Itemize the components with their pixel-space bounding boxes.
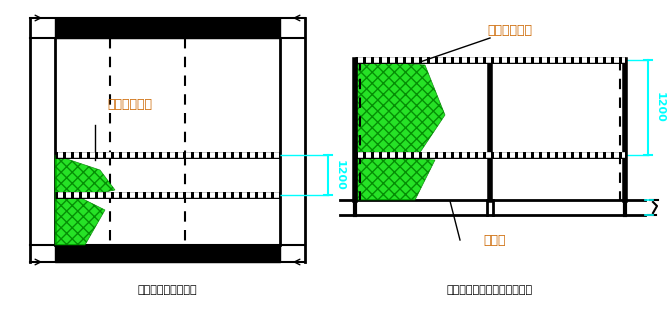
Text: 楼板洞: 楼板洞 xyxy=(484,233,506,246)
Text: 1200: 1200 xyxy=(655,92,665,123)
Text: 四周围竹篹笼: 四周围竹篹笼 xyxy=(488,23,533,37)
Polygon shape xyxy=(355,155,435,200)
Text: 张密目安全网: 张密目安全网 xyxy=(108,99,153,111)
Polygon shape xyxy=(355,60,445,160)
Text: 大洞口及楼层周边防护立面图: 大洞口及楼层周边防护立面图 xyxy=(447,285,533,295)
Text: 1200: 1200 xyxy=(335,160,345,190)
Polygon shape xyxy=(55,195,105,245)
Text: 楼层周边防护立面图: 楼层周边防护立面图 xyxy=(138,285,197,295)
Polygon shape xyxy=(55,155,115,195)
